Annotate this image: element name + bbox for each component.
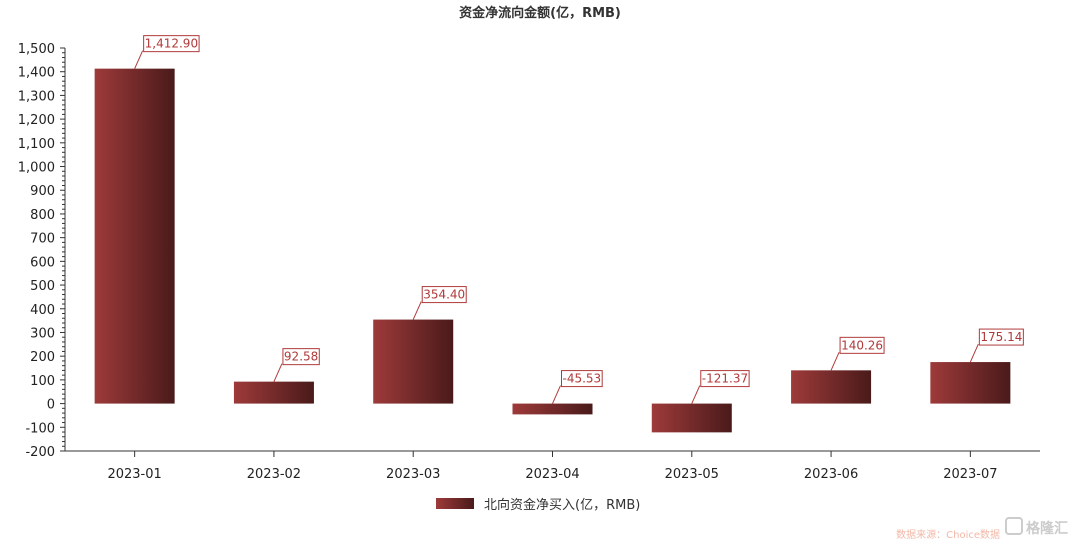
chart-title: 资金净流向金额(亿，RMB) <box>459 5 621 21</box>
y-tick-label: 800 <box>30 208 55 223</box>
data-label-box <box>978 328 1024 346</box>
x-tick-label: 2023-03 <box>386 467 440 482</box>
x-tick-label: 2023-01 <box>107 467 161 482</box>
logo-text: 格隆汇 <box>1026 520 1068 537</box>
y-tick-label: 1,100 <box>18 137 55 152</box>
y-tick-label: 500 <box>30 279 55 294</box>
legend-swatch <box>436 498 474 509</box>
bar <box>233 381 314 404</box>
y-tick-label: 400 <box>30 303 55 318</box>
data-label: -121.37 <box>702 372 748 386</box>
x-tick-label: 2023-02 <box>247 467 301 482</box>
y-tick-label: 300 <box>30 326 55 341</box>
y-tick-label: 1,500 <box>18 42 55 57</box>
data-label-box <box>839 336 885 354</box>
watermark-logo: 格隆汇 <box>1005 517 1068 537</box>
y-tick-label: 700 <box>30 232 55 247</box>
x-tick-label: 2023-07 <box>943 467 997 482</box>
label-leader <box>691 385 701 404</box>
source-note: 数据来源：Choice数据 <box>896 528 1000 541</box>
data-label-box <box>421 286 467 304</box>
y-tick-label: -200 <box>25 445 55 460</box>
data-label: 1,412.90 <box>145 37 198 51</box>
y-tick-label: 600 <box>30 255 55 270</box>
y-tick-label: -100 <box>25 421 55 436</box>
legend-label: 北向资金净买入(亿，RMB) <box>484 497 640 513</box>
y-tick-label: 1,200 <box>18 113 55 128</box>
bar <box>94 68 175 404</box>
label-leader <box>412 301 422 320</box>
bar <box>373 319 454 404</box>
y-axis: -200 -100 0 100 200 300 400 500 600 700 800 900 1,00… <box>18 42 66 460</box>
y-tick-label: 1,400 <box>18 66 55 81</box>
y-tick-label: 1,300 <box>18 89 55 104</box>
x-tick-label: 2023-04 <box>525 467 579 482</box>
data-label-box <box>700 370 750 388</box>
data-label: -45.53 <box>563 372 602 386</box>
data-label: 354.40 <box>423 288 465 302</box>
data-label: 175.14 <box>980 330 1022 344</box>
data-label: 140.26 <box>841 338 883 352</box>
bar <box>930 362 1011 404</box>
legend: 北向资金净买入(亿，RMB) <box>436 497 640 513</box>
data-label: 92.58 <box>284 350 318 364</box>
data-labels: 1,412.90 92.58 354.40 -45.53 -121.37 140.26 17… <box>134 35 1024 404</box>
bar <box>651 403 732 433</box>
y-tick-label: 100 <box>30 374 55 389</box>
bars <box>94 68 1011 433</box>
label-leader <box>830 352 840 371</box>
x-tick-label: 2023-06 <box>804 467 858 482</box>
x-axis: 2023-01 2023-02 2023-03 2023-04 2023-05 2023-… <box>65 450 1040 482</box>
x-tick-label: 2023-05 <box>665 467 719 482</box>
label-leader <box>273 363 283 382</box>
logo-icon <box>1005 517 1023 535</box>
y-tick-label: 900 <box>30 184 55 199</box>
bar <box>791 370 872 404</box>
label-leader <box>134 50 144 69</box>
y-tick-label: 1,000 <box>18 161 55 176</box>
y-tick-label: 0 <box>47 398 55 413</box>
bar <box>512 403 593 415</box>
data-label-box <box>282 348 320 366</box>
y-tick-label: 200 <box>30 350 55 365</box>
data-label-box <box>561 370 603 388</box>
data-label-box <box>143 35 200 53</box>
label-leader <box>552 385 561 404</box>
label-leader <box>969 343 979 363</box>
